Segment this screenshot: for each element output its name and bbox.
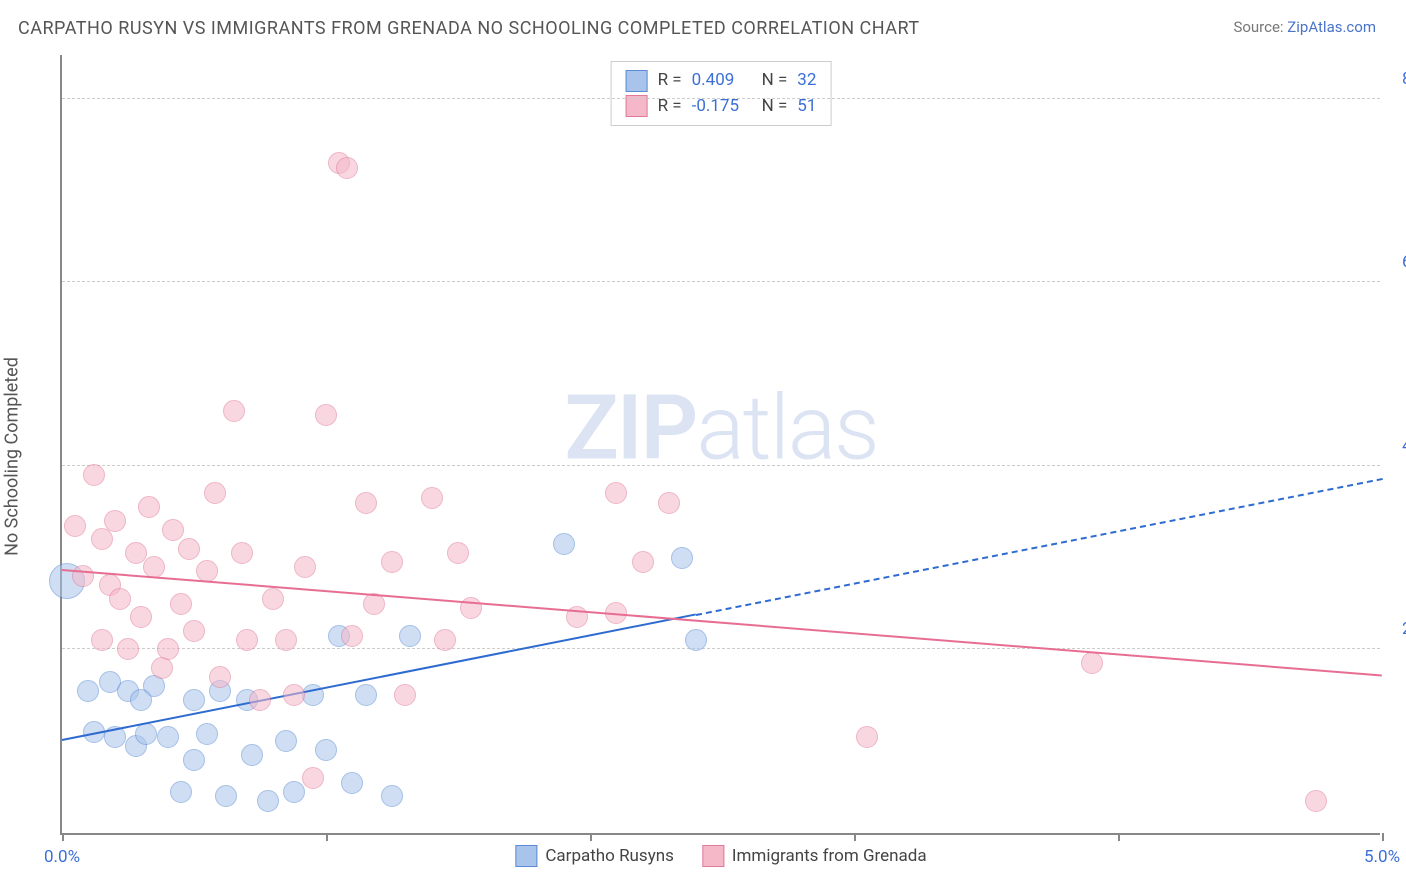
data-point — [83, 464, 105, 486]
scatter-chart: ZIPatlas R =0.409N =32R =-0.175N =51 Car… — [60, 55, 1380, 835]
source-link[interactable]: ZipAtlas.com — [1287, 18, 1376, 36]
data-point — [355, 684, 377, 706]
trend-line — [695, 478, 1382, 616]
data-point — [336, 157, 358, 179]
data-point — [275, 730, 297, 752]
gridline — [62, 98, 1380, 99]
data-point — [170, 593, 192, 615]
data-point — [117, 638, 139, 660]
y-tick-label: 6.0% — [1402, 252, 1406, 272]
data-point — [341, 625, 363, 647]
legend-row: R =0.409N =32 — [626, 68, 817, 94]
x-tick-label: 0.0% — [44, 847, 80, 867]
x-tick — [1382, 833, 1384, 841]
data-point — [125, 542, 147, 564]
x-tick — [1118, 833, 1120, 841]
chart-header: CARPATHO RUSYN VS IMMIGRANTS FROM GRENAD… — [0, 0, 1406, 49]
data-point — [1081, 652, 1103, 674]
data-point — [421, 487, 443, 509]
data-point — [262, 588, 284, 610]
x-tick — [62, 833, 64, 841]
data-point — [91, 528, 113, 550]
legend-item: Immigrants from Grenada — [702, 845, 927, 867]
data-point — [109, 588, 131, 610]
x-tick — [590, 833, 592, 841]
data-point — [130, 689, 152, 711]
data-point — [355, 492, 377, 514]
data-point — [204, 482, 226, 504]
data-point — [157, 726, 179, 748]
data-point — [294, 556, 316, 578]
data-point — [856, 726, 878, 748]
data-point — [183, 620, 205, 642]
data-point — [394, 684, 416, 706]
data-point — [223, 400, 245, 422]
data-point — [632, 551, 654, 573]
data-point — [381, 551, 403, 573]
data-point — [257, 790, 279, 812]
data-point — [231, 542, 253, 564]
data-point — [553, 533, 575, 555]
data-point — [671, 547, 693, 569]
data-point — [249, 689, 271, 711]
data-point — [283, 781, 305, 803]
y-axis-label: No Schooling Completed — [2, 357, 23, 556]
legend-item: Carpatho Rusyns — [515, 845, 674, 867]
y-tick-label: 4.0% — [1402, 436, 1406, 456]
data-point — [143, 556, 165, 578]
data-point — [72, 565, 94, 587]
data-point — [381, 785, 403, 807]
data-point — [434, 629, 456, 651]
legend-swatch — [515, 845, 537, 867]
data-point — [241, 744, 263, 766]
data-point — [236, 629, 258, 651]
data-point — [91, 629, 113, 651]
data-point — [658, 492, 680, 514]
data-point — [209, 666, 231, 688]
trend-line — [62, 569, 1382, 677]
series-legend: Carpatho Rusyns Immigrants from Grenada — [515, 845, 926, 867]
data-point — [138, 496, 160, 518]
data-point — [157, 638, 179, 660]
gridline — [62, 281, 1380, 282]
data-point — [196, 723, 218, 745]
data-point — [215, 785, 237, 807]
y-tick-label: 8.0% — [1402, 69, 1406, 89]
x-tick — [326, 833, 328, 841]
data-point — [685, 629, 707, 651]
data-point — [283, 684, 305, 706]
data-point — [302, 767, 324, 789]
data-point — [341, 772, 363, 794]
data-point — [77, 680, 99, 702]
data-point — [183, 749, 205, 771]
data-point — [183, 689, 205, 711]
legend-swatch — [626, 70, 648, 92]
x-tick — [854, 833, 856, 841]
legend-swatch — [702, 845, 724, 867]
data-point — [130, 606, 152, 628]
data-point — [399, 625, 421, 647]
data-point — [135, 723, 157, 745]
data-point — [162, 519, 184, 541]
data-point — [170, 781, 192, 803]
gridline — [62, 465, 1380, 466]
y-tick-label: 2.0% — [1402, 619, 1406, 639]
chart-title: CARPATHO RUSYN VS IMMIGRANTS FROM GRENAD… — [18, 18, 920, 39]
data-point — [447, 542, 469, 564]
correlation-legend: R =0.409N =32R =-0.175N =51 — [611, 61, 832, 126]
data-point — [315, 404, 337, 426]
data-point — [605, 482, 627, 504]
data-point — [64, 515, 86, 537]
data-point — [315, 739, 337, 761]
data-point — [104, 510, 126, 532]
data-point — [275, 629, 297, 651]
source-attribution: Source: ZipAtlas.com — [1233, 18, 1376, 36]
data-point — [1305, 790, 1327, 812]
x-tick-label: 5.0% — [1364, 847, 1400, 867]
data-point — [178, 538, 200, 560]
gridline — [62, 648, 1380, 649]
